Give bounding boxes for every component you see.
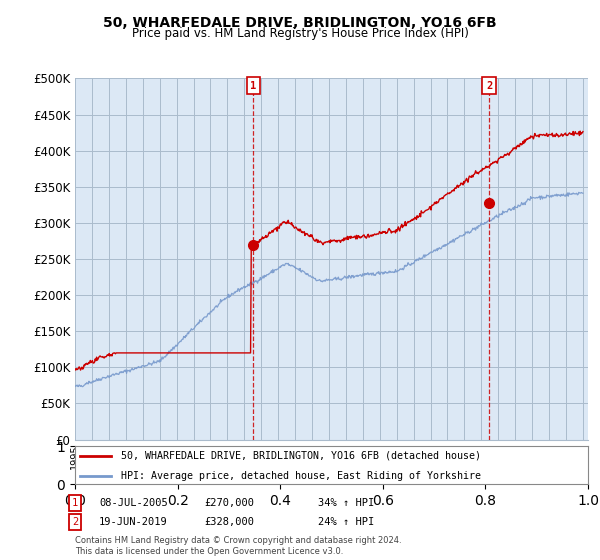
Text: 24% ↑ HPI: 24% ↑ HPI [318,517,374,527]
Text: £328,000: £328,000 [204,517,254,527]
Text: 2: 2 [486,81,492,91]
Text: Contains HM Land Registry data © Crown copyright and database right 2024.
This d: Contains HM Land Registry data © Crown c… [75,536,401,556]
Text: 50, WHARFEDALE DRIVE, BRIDLINGTON, YO16 6FB: 50, WHARFEDALE DRIVE, BRIDLINGTON, YO16 … [103,16,497,30]
Text: 2: 2 [72,517,78,527]
Text: Price paid vs. HM Land Registry's House Price Index (HPI): Price paid vs. HM Land Registry's House … [131,27,469,40]
Text: HPI: Average price, detached house, East Riding of Yorkshire: HPI: Average price, detached house, East… [121,471,481,481]
Text: £270,000: £270,000 [204,498,254,508]
Text: 08-JUL-2005: 08-JUL-2005 [99,498,168,508]
Text: 34% ↑ HPI: 34% ↑ HPI [318,498,374,508]
Text: 1: 1 [72,498,78,508]
Text: 19-JUN-2019: 19-JUN-2019 [99,517,168,527]
Text: 1: 1 [250,81,257,91]
Text: 50, WHARFEDALE DRIVE, BRIDLINGTON, YO16 6FB (detached house): 50, WHARFEDALE DRIVE, BRIDLINGTON, YO16 … [121,451,481,461]
